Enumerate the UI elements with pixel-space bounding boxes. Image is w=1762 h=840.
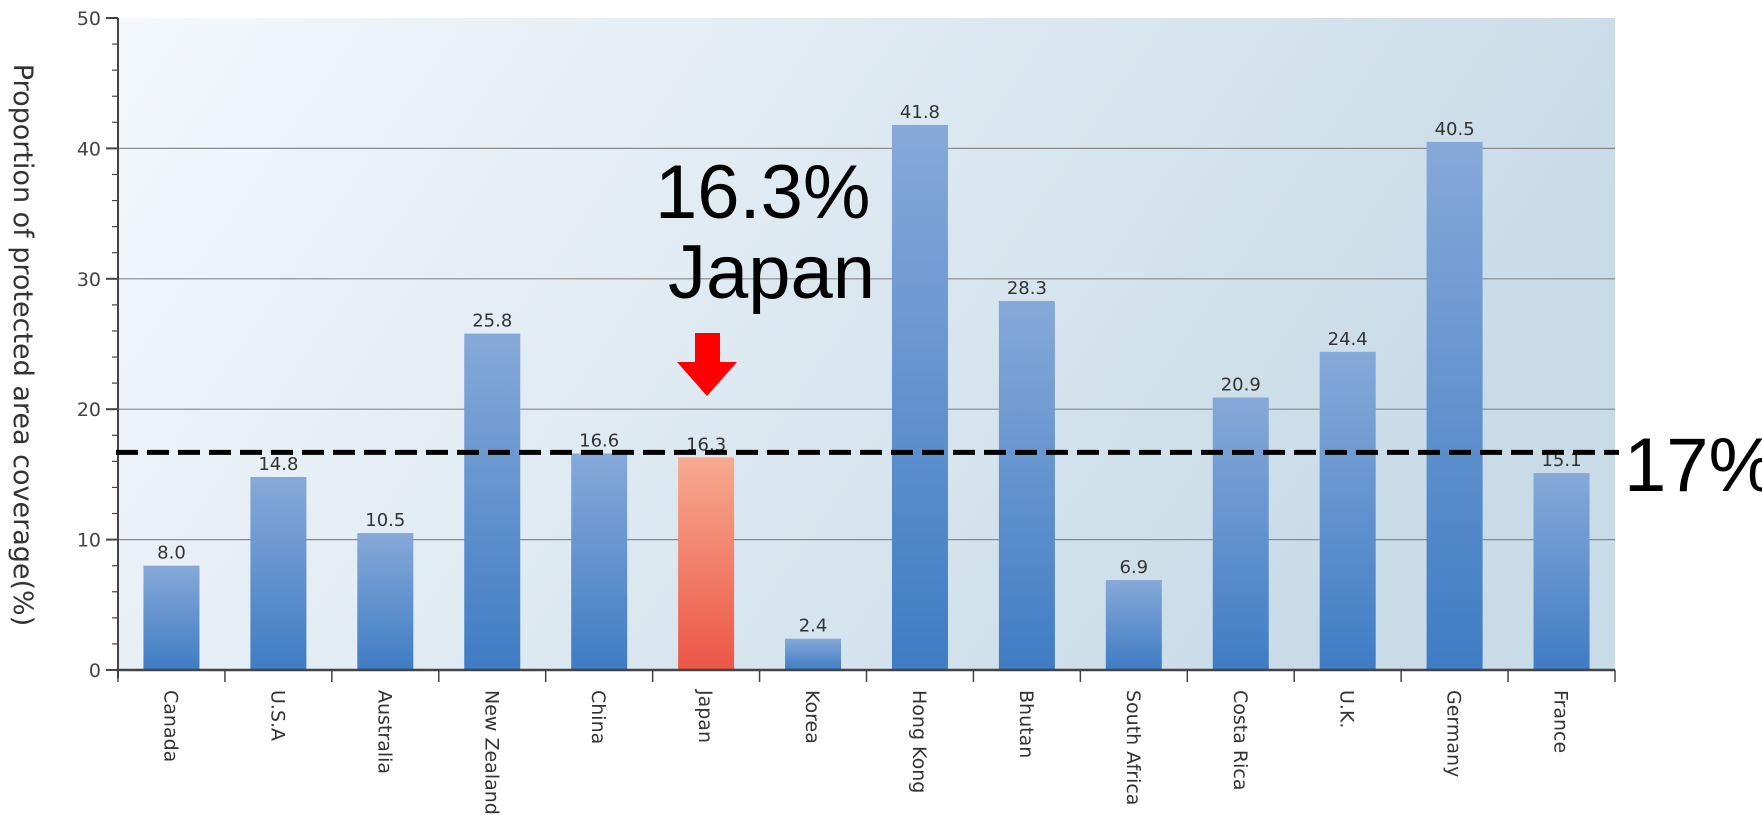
bar-canada [143, 565, 200, 670]
value-label: 16.6 [579, 431, 619, 452]
value-label: 41.8 [900, 102, 940, 123]
category-label: Hong Kong [908, 690, 930, 793]
annotation-value-text: 16.3% [655, 150, 871, 235]
y-tick-label-10: 10 [77, 530, 101, 552]
annotation-country-text: Japan [668, 230, 875, 315]
value-label: 15.1 [1541, 450, 1581, 471]
value-label: 2.4 [799, 616, 828, 637]
y-tick-label-0: 0 [89, 660, 101, 682]
value-label: 24.4 [1328, 329, 1368, 350]
reference-line-label: 17% [1624, 423, 1762, 508]
bar-japan [678, 457, 735, 670]
axes [106, 17, 1616, 682]
bar-australia [357, 533, 414, 670]
bar-u-s-a [250, 477, 307, 670]
value-label: 10.5 [365, 510, 405, 531]
bar-china [571, 453, 628, 670]
japan-annotation: 16.3% Japan [655, 150, 875, 396]
value-label: 8.0 [157, 543, 186, 564]
bar-korea [785, 638, 842, 670]
category-label: Germany [1443, 690, 1465, 777]
category-label: Canada [159, 690, 181, 762]
bar-germany [1426, 141, 1483, 670]
value-label: 6.9 [1120, 557, 1149, 578]
bar-costa-rica [1212, 397, 1269, 670]
category-label: U.S.A [266, 690, 288, 741]
category-label: U.K. [1336, 690, 1358, 728]
value-label: 40.5 [1435, 119, 1475, 140]
category-label: Korea [801, 690, 823, 744]
y-axis-title: Proportion of protected area coverage(%) [7, 64, 38, 627]
value-label: 14.8 [258, 454, 298, 475]
bar-u-k- [1319, 351, 1376, 670]
y-tick-label-30: 30 [77, 269, 101, 291]
y-tick-label-20: 20 [77, 399, 101, 421]
category-label: Costa Rica [1229, 690, 1251, 791]
bar-france [1533, 473, 1590, 670]
category-label: Japan [694, 689, 716, 743]
labels: 0 10 20 30 40 50 8.0 Canada 14.8 U.S.A 10.5 Austral… [77, 8, 1582, 815]
bar-south-africa [1105, 580, 1162, 670]
category-label: France [1550, 690, 1572, 753]
value-label: 25.8 [472, 311, 512, 332]
value-label: 28.3 [1007, 278, 1047, 299]
bar-new-zealand [464, 333, 521, 670]
category-label: Bhutan [1015, 690, 1037, 758]
bar-bhutan [998, 300, 1055, 670]
bars [143, 124, 1590, 671]
category-label: New Zealand [480, 690, 502, 815]
category-label: China [587, 690, 609, 744]
value-label: 20.9 [1221, 374, 1261, 395]
y-tick-label-40: 40 [77, 138, 101, 160]
y-tick-label-50: 50 [77, 8, 101, 30]
category-label: Australia [373, 690, 395, 774]
plot-background [118, 18, 1615, 670]
bar-hong-kong [891, 124, 948, 671]
down-arrow-icon [677, 333, 737, 396]
category-label: South Africa [1122, 690, 1144, 805]
